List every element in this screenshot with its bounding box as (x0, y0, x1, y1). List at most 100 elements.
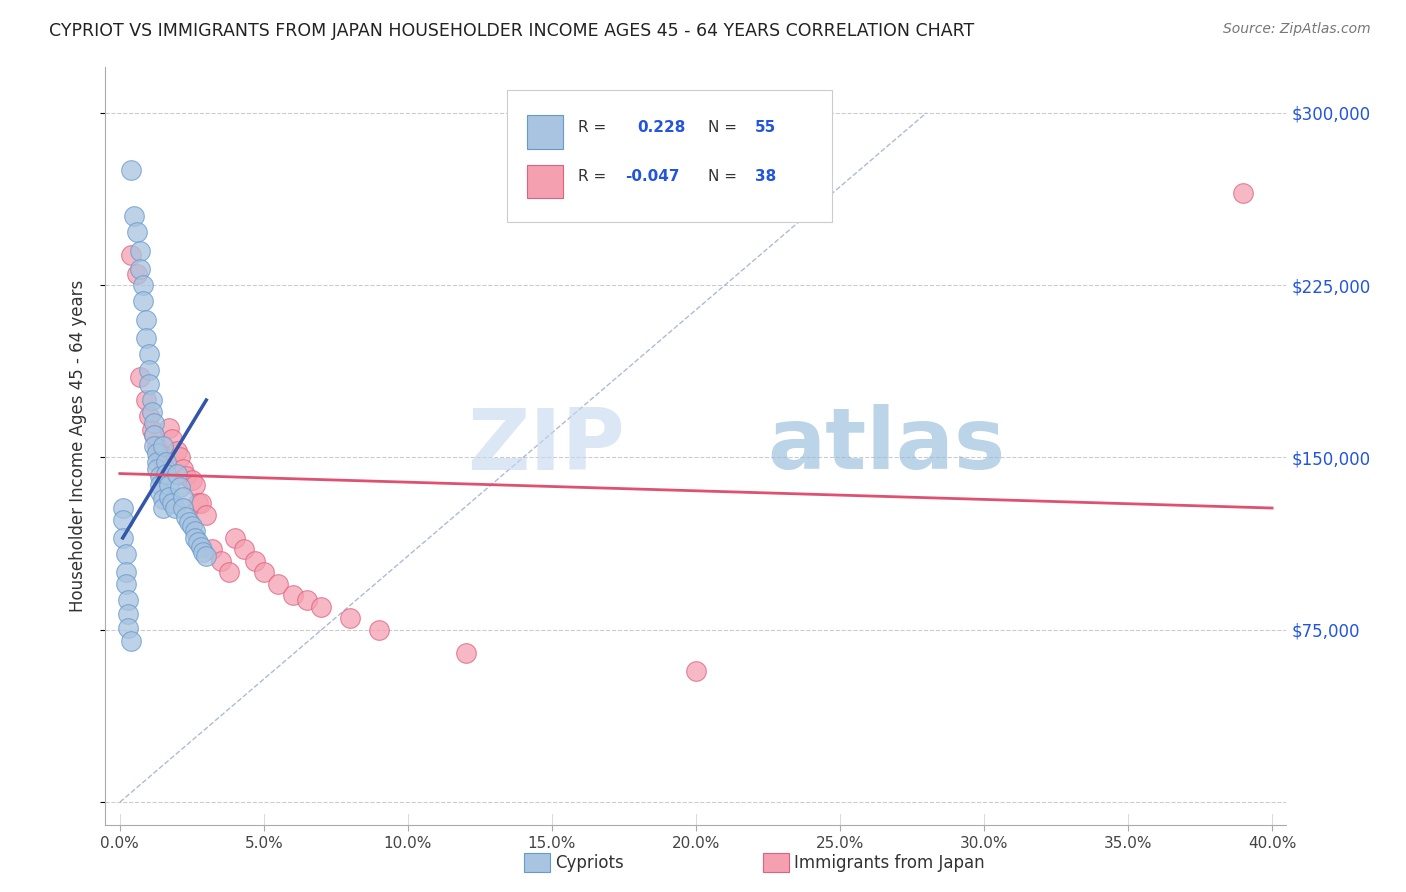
Text: N =: N = (707, 169, 741, 185)
Point (120, 163, 142, 178)
Point (190, 496, 212, 510)
Point (195, 508, 218, 522)
Text: -0.047: -0.047 (626, 169, 679, 185)
Point (143, 427, 166, 442)
Point (146, 439, 169, 453)
Point (120, 634, 142, 648)
Point (152, 455, 174, 469)
Point (195, 549, 218, 564)
Point (114, 566, 136, 580)
Point (160, 496, 183, 510)
Point (129, 370, 152, 384)
Point (152, 491, 174, 506)
Text: 55: 55 (755, 120, 776, 135)
Point (157, 478, 180, 492)
Point (117, 593, 139, 607)
Point (155, 467, 177, 481)
Point (114, 547, 136, 561)
Point (143, 416, 166, 430)
Point (245, 554, 267, 568)
Point (232, 542, 254, 557)
Point (184, 524, 207, 538)
Point (172, 462, 194, 476)
Point (166, 467, 188, 481)
Point (209, 554, 232, 568)
Point (135, 312, 157, 326)
Point (281, 588, 304, 602)
Point (122, 209, 145, 223)
Point (117, 620, 139, 634)
Point (180, 474, 202, 488)
Point (157, 490, 180, 504)
Point (138, 363, 160, 377)
Point (146, 462, 169, 476)
Point (155, 462, 177, 476)
Point (155, 455, 177, 469)
Point (172, 501, 194, 516)
Point (129, 262, 152, 277)
Y-axis label: Householder Income Ages 45 - 64 years: Householder Income Ages 45 - 64 years (69, 280, 87, 612)
Point (149, 478, 172, 492)
Point (295, 593, 318, 607)
Point (127, 267, 149, 281)
Point (132, 294, 155, 309)
Point (187, 535, 209, 549)
Bar (527, 165, 562, 198)
Point (111, 512, 134, 526)
Point (253, 566, 276, 580)
Point (117, 607, 139, 621)
Point (368, 623, 391, 637)
Point (267, 577, 290, 591)
Point (1232, 186, 1254, 201)
Point (163, 501, 186, 516)
Point (149, 468, 172, 483)
Point (193, 544, 215, 558)
Text: Cypriots: Cypriots (555, 854, 624, 871)
Point (311, 599, 333, 614)
Point (120, 248, 142, 262)
Point (152, 501, 174, 516)
Text: R =: R = (578, 120, 616, 135)
Point (132, 278, 155, 293)
Point (149, 446, 172, 460)
Point (218, 566, 240, 580)
Point (127, 225, 149, 239)
Point (138, 376, 160, 391)
Point (141, 423, 163, 437)
Point (152, 439, 174, 453)
Point (685, 664, 707, 678)
Point (111, 531, 134, 545)
Point (190, 540, 212, 554)
Bar (527, 115, 562, 149)
Text: Source: ZipAtlas.com: Source: ZipAtlas.com (1223, 22, 1371, 37)
Point (146, 446, 169, 460)
Text: Immigrants from Japan: Immigrants from Japan (794, 854, 986, 871)
Text: 0.228: 0.228 (637, 120, 685, 135)
Point (149, 485, 172, 500)
Point (177, 515, 200, 529)
Text: N =: N = (707, 120, 741, 135)
Point (169, 480, 191, 494)
Point (141, 392, 163, 407)
Point (138, 409, 160, 424)
Point (160, 432, 183, 446)
Point (166, 443, 188, 458)
Point (129, 244, 152, 258)
Point (224, 531, 246, 545)
Point (169, 450, 191, 465)
Text: atlas: atlas (766, 404, 1005, 488)
Point (141, 404, 163, 418)
Point (157, 420, 180, 434)
Point (111, 501, 134, 516)
Point (174, 468, 197, 483)
Point (184, 531, 207, 545)
Point (146, 455, 169, 469)
FancyBboxPatch shape (508, 89, 832, 222)
Point (143, 427, 166, 442)
Point (114, 577, 136, 591)
Point (184, 478, 207, 492)
Text: 38: 38 (755, 169, 776, 185)
Point (454, 646, 477, 660)
Point (143, 439, 166, 453)
Point (138, 347, 160, 361)
